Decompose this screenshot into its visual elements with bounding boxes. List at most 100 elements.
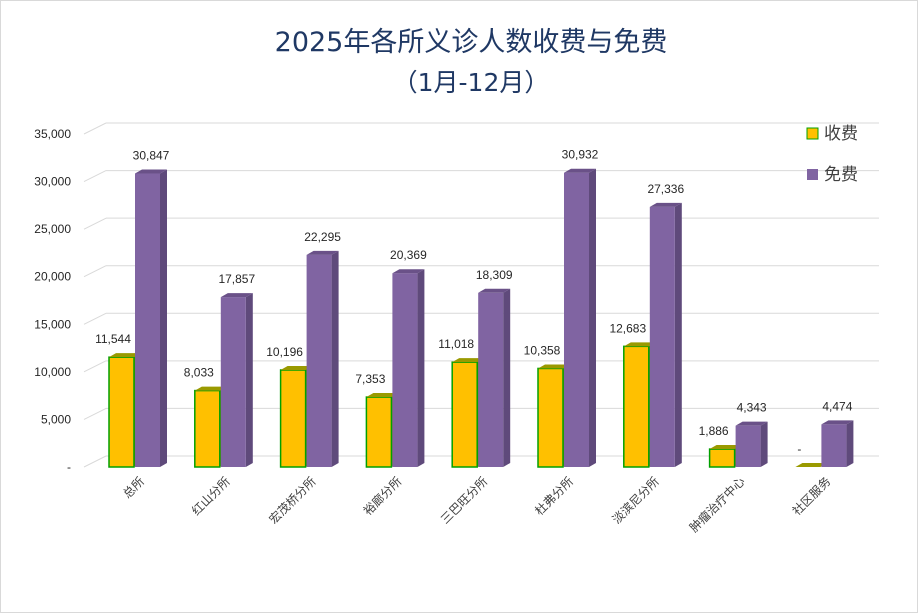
category-label: 杜弗分所 <box>532 474 577 519</box>
data-label-free: 4,474 <box>822 399 852 413</box>
bar-free <box>478 292 504 467</box>
data-label-fee: 8,033 <box>184 366 214 380</box>
bar-free-top <box>821 420 854 425</box>
gridline-slant <box>83 360 107 373</box>
data-label-fee: 7,353 <box>355 372 385 386</box>
data-label-free: 27,336 <box>647 182 684 196</box>
gridline-slant <box>83 217 107 230</box>
bar-fee <box>365 396 393 468</box>
bar-free-side <box>503 288 511 467</box>
gridline-slant <box>83 170 107 183</box>
legend-label: 收费 <box>824 124 858 144</box>
bar-free <box>135 173 160 468</box>
bar-fee-top <box>452 358 485 363</box>
data-label-fee: 11,544 <box>95 332 131 346</box>
data-label-free: 30,932 <box>562 148 599 162</box>
category-label: 总所 <box>120 474 147 501</box>
bar-free <box>735 425 761 467</box>
data-label-free: 22,295 <box>304 230 341 244</box>
bar-free-top <box>564 168 596 173</box>
bar-free <box>649 206 675 467</box>
bar-free <box>392 273 418 467</box>
bar-free-side <box>417 269 425 467</box>
gridline-slant <box>83 455 107 468</box>
bar-free <box>220 297 246 467</box>
gridline-slant <box>83 265 107 278</box>
bar-fee <box>623 345 650 468</box>
data-label-fee: 10,358 <box>524 343 561 357</box>
y-tick-label: 15,000 <box>34 317 71 331</box>
bar-free-side <box>674 202 682 467</box>
bar-free-side <box>846 420 854 467</box>
bar-free-top <box>220 293 253 298</box>
data-label-fee: 1,886 <box>699 424 729 438</box>
data-label-free: 4,343 <box>737 401 767 415</box>
data-labels: 11,544 30,847 8,033 17,857 10,196 22,295 7,353… <box>95 148 853 456</box>
bar-fee-top <box>280 365 313 370</box>
gridline-slant <box>83 407 107 420</box>
category-label: 肿瘤治疗中心 <box>686 474 748 536</box>
bar-free <box>564 172 589 468</box>
bar-fee-top <box>194 386 227 391</box>
category-label: 红山分所 <box>188 474 233 519</box>
y-tick-label: 30,000 <box>34 175 71 189</box>
bar-fee <box>537 367 564 468</box>
data-label-free: 18,309 <box>476 268 513 282</box>
bar-free-top <box>306 250 339 255</box>
y-tick-label: 25,000 <box>34 222 71 236</box>
bar-fee <box>451 361 478 468</box>
bar-fee-top <box>709 445 742 450</box>
legend-swatch <box>806 127 819 140</box>
chart-subtitle: （1月-12月） <box>393 68 550 97</box>
x-axis: 总所 红山分所 宏茂桥分所 裕廊分所 三巴旺分所 杜弗分所 淡滨尼分所 肿瘤治疗中心 社区服务 <box>120 474 833 536</box>
data-label-free: 17,857 <box>218 272 255 286</box>
y-tick-label: 5,000 <box>41 412 71 426</box>
bar-fee-top <box>795 463 828 467</box>
y-tick-label: 20,000 <box>34 270 71 284</box>
bars <box>108 168 854 468</box>
bar-fee <box>279 369 307 468</box>
bar-free-top <box>649 202 682 207</box>
data-label-fee: 11,018 <box>438 337 474 351</box>
bar-free-side <box>245 293 253 467</box>
bar-free <box>306 254 332 467</box>
data-label-free: 20,369 <box>390 248 427 262</box>
category-label: 三巴旺分所 <box>438 474 490 526</box>
chart-title: 2025年各所义诊人数收费与免费 <box>275 27 668 58</box>
gridline-slant <box>83 122 107 135</box>
category-label: 淡滨尼分所 <box>609 474 662 527</box>
bar-fee-top <box>366 393 399 398</box>
bar-free-top <box>478 288 511 293</box>
bar-fee <box>194 389 221 468</box>
bar-fee-top <box>538 364 570 369</box>
data-label-free: 30,847 <box>133 149 170 163</box>
y-tick-label: 10,000 <box>34 365 71 379</box>
category-label: 社区服务 <box>789 474 834 519</box>
bar-free-side <box>160 169 167 468</box>
bar-free-side <box>589 168 596 468</box>
data-label-fee: 10,196 <box>266 345 303 359</box>
gridline-slant <box>83 312 107 325</box>
legend-swatch <box>807 169 818 180</box>
bar-fee <box>708 448 736 468</box>
bar-free-top <box>135 169 167 174</box>
data-label-fee: - <box>797 442 801 456</box>
bar-free-top <box>392 269 425 274</box>
bar-free-side <box>760 421 768 467</box>
data-label-fee: 12,683 <box>609 321 646 335</box>
y-tick-label: - <box>67 460 71 474</box>
y-tick-label: 35,000 <box>34 127 71 141</box>
category-label: 宏茂桥分所 <box>266 474 319 527</box>
bar-free-top <box>735 421 768 426</box>
bar-free-side <box>331 250 339 467</box>
bar-fee-top <box>109 353 141 358</box>
bar-fee <box>108 356 135 468</box>
legend-label: 免费 <box>824 165 858 185</box>
y-axis: - 5,000 10,000 15,000 20,000 25,000 30,000 35,0… <box>34 127 71 474</box>
bar-fee-top <box>623 342 656 347</box>
bar-free <box>821 424 847 467</box>
category-label: 裕廊分所 <box>360 474 405 519</box>
